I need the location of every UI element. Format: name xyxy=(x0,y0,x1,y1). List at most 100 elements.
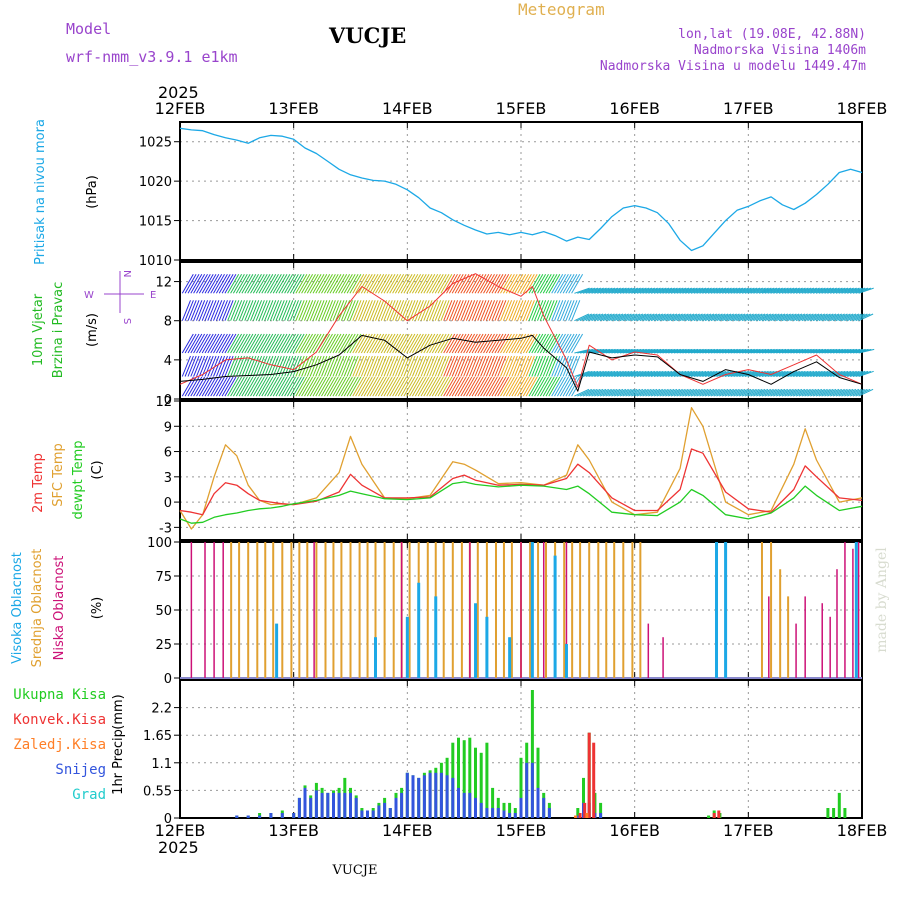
wind-barb xyxy=(224,333,237,354)
precip-bar-total xyxy=(837,792,841,818)
date-label-bottom: 13FEB xyxy=(268,821,319,840)
wind-barb xyxy=(298,376,311,397)
precip-bar-snow xyxy=(508,813,512,818)
precip-bar-snow xyxy=(388,808,392,818)
wind-barb xyxy=(312,274,325,294)
wind-barb xyxy=(213,355,223,377)
wind-barb xyxy=(318,300,328,321)
precip-bar-snow xyxy=(451,777,455,818)
wind-barb xyxy=(556,355,567,377)
year-label-bottom: 2025 xyxy=(158,838,199,857)
wind-barb xyxy=(343,355,353,377)
wind-barb xyxy=(232,274,245,294)
wind-barb xyxy=(207,300,217,321)
wind-barb xyxy=(218,333,231,354)
wind-barb xyxy=(355,300,365,321)
wind-barb xyxy=(448,376,461,397)
wind-barb xyxy=(315,300,325,321)
wind-barb xyxy=(773,348,790,354)
wind-barb xyxy=(778,287,795,294)
wind-barb xyxy=(577,348,594,354)
wind-barb xyxy=(849,370,866,377)
wind-barb xyxy=(537,355,547,377)
wind-barb xyxy=(744,370,761,377)
wind-barb xyxy=(295,300,305,321)
wind-barb xyxy=(358,300,368,321)
wind-barb xyxy=(670,313,686,322)
wind-barb xyxy=(585,348,602,354)
wind-barb xyxy=(309,376,322,397)
wind-barb xyxy=(599,388,615,397)
wind-barb xyxy=(579,388,595,397)
precip-bar-snow xyxy=(513,813,517,818)
precip-bar-snow xyxy=(405,772,409,818)
wind-barb xyxy=(690,287,707,294)
wind-barb xyxy=(608,313,624,322)
wind-barb xyxy=(679,313,695,322)
wind-barb xyxy=(358,333,370,354)
wind-barb xyxy=(736,388,752,397)
wind-barb xyxy=(653,348,670,354)
wind-barb xyxy=(810,348,827,354)
wind-barb xyxy=(613,313,629,322)
wind-barb xyxy=(460,355,470,377)
wind-barb xyxy=(318,274,331,294)
wind-ylabel-line2: Brzina i Pravac xyxy=(51,282,66,379)
wind-barb xyxy=(500,355,510,377)
wind-barb xyxy=(713,348,730,354)
wind-barb xyxy=(562,300,572,321)
wind-barb xyxy=(849,313,865,322)
wind-barb xyxy=(372,355,382,377)
wind-barb xyxy=(187,333,200,354)
wind-barb xyxy=(406,355,416,377)
wind-barb xyxy=(551,333,564,354)
wind-barb xyxy=(465,274,478,294)
wind-barb xyxy=(733,313,749,322)
wind-barb xyxy=(286,355,297,377)
wind-barb xyxy=(849,388,865,397)
wind-barb xyxy=(264,274,277,294)
ytick-label: 75 xyxy=(155,570,172,585)
wind-barb xyxy=(429,376,441,397)
wind-barb xyxy=(733,370,749,377)
panel-frame xyxy=(179,261,863,400)
wind-barb xyxy=(465,376,478,397)
wind-barb xyxy=(457,300,467,321)
precip-bar-snow xyxy=(377,805,381,818)
wind-barb xyxy=(241,376,254,397)
precip-bar-snow xyxy=(309,797,313,818)
wind-barb xyxy=(366,355,376,377)
wind-barb xyxy=(670,287,687,294)
wind-barb xyxy=(392,376,405,397)
wind-barb xyxy=(309,274,322,294)
wind-barb xyxy=(284,274,297,294)
wind-barb xyxy=(767,388,783,397)
wind-barb xyxy=(795,287,812,294)
precip-bar-total xyxy=(707,815,711,818)
wind-barb xyxy=(338,333,351,354)
wind-barb xyxy=(687,348,704,354)
wind-barb xyxy=(380,274,393,294)
wind-barb xyxy=(846,388,862,397)
wind-barb xyxy=(375,300,385,321)
wind-barb xyxy=(764,348,781,354)
wind-barb xyxy=(812,313,828,322)
ytick-label: 0 xyxy=(164,812,172,827)
wind-barb xyxy=(457,333,470,354)
precip-bar-snow xyxy=(303,787,307,818)
wind-barb xyxy=(702,348,719,354)
wind-barb xyxy=(221,300,231,321)
wind-barb xyxy=(721,388,737,397)
wind-barb xyxy=(187,300,197,321)
wind-barb xyxy=(230,300,240,321)
wind-barb xyxy=(542,376,555,397)
wind-barb xyxy=(400,274,413,294)
wind-barb xyxy=(645,287,661,294)
wind-barb xyxy=(281,376,294,397)
wind-barb xyxy=(375,376,387,397)
wind-barb xyxy=(431,274,444,294)
wind-barb xyxy=(215,333,228,354)
wind-barb xyxy=(485,355,496,377)
wind-barb xyxy=(539,376,552,397)
wind-barb xyxy=(608,348,625,354)
